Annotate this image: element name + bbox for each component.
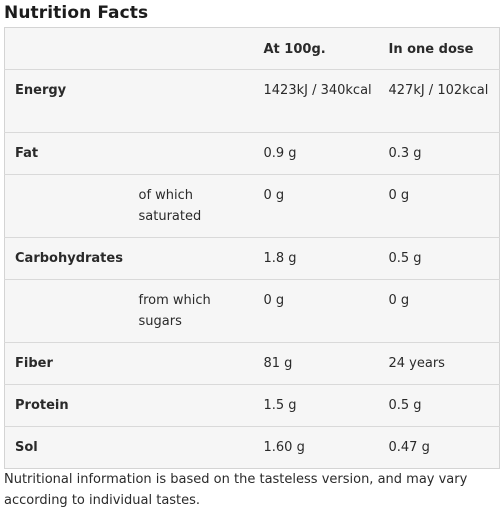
- value-per-dose: 427kJ / 102kcal: [378, 69, 500, 133]
- value-per-dose: 0.47 g: [378, 426, 500, 469]
- value-per-100g: 0.9 g: [253, 132, 379, 175]
- nutrient-name: Fiber: [4, 342, 129, 385]
- column-header-per-dose: In one dose: [388, 42, 474, 57]
- page-title: Nutrition Facts: [4, 3, 149, 23]
- header-empty-cell: [5, 28, 129, 70]
- table-row: Carbohydrates 1.8 g 0.5 g: [4, 237, 500, 280]
- nutrient-name: [4, 279, 129, 343]
- value-per-100g: 0 g: [253, 174, 379, 238]
- table-row: Fiber 81 g 24 years: [4, 342, 500, 385]
- table-row: Protein 1.5 g 0.5 g: [4, 384, 500, 427]
- nutrient-name: [4, 174, 129, 238]
- nutrient-subname: [128, 384, 254, 427]
- header-empty-cell: [129, 28, 254, 70]
- nutrient-name: Carbohydrates: [4, 237, 129, 280]
- nutrient-subname: [128, 426, 254, 469]
- table-row: Fat 0.9 g 0.3 g: [4, 132, 500, 175]
- value-per-100g: 1.5 g: [253, 384, 379, 427]
- nutrient-name: Fat: [4, 132, 129, 175]
- table-row: of which saturated 0 g 0 g: [4, 174, 500, 238]
- table-row: Sol 1.60 g 0.47 g: [4, 426, 500, 469]
- nutrient-subname: of which saturated: [128, 174, 254, 238]
- value-per-100g: 0 g: [253, 279, 379, 343]
- value-per-100g: 1.60 g: [253, 426, 379, 469]
- column-header-per-100g: At 100g.: [263, 42, 326, 57]
- value-per-dose: 0 g: [378, 174, 500, 238]
- value-per-dose: 0.3 g: [378, 132, 500, 175]
- value-per-dose: 24 years: [378, 342, 500, 385]
- nutrient-subname: [128, 69, 254, 133]
- value-per-dose: 0.5 g: [378, 384, 500, 427]
- footnote: Nutritional information is based on the …: [4, 472, 468, 508]
- nutrient-name: Energy: [4, 69, 129, 133]
- table-row: from which sugars 0 g 0 g: [4, 279, 500, 343]
- nutrition-table: At 100g. In one dose Energy 1423kJ / 340…: [4, 27, 500, 469]
- table-row: Energy 1423kJ / 340kcal 427kJ / 102kcal: [4, 69, 500, 133]
- value-per-dose: 0.5 g: [378, 237, 500, 280]
- nutrient-name: Sol: [4, 426, 129, 469]
- nutrient-subname: [128, 132, 254, 175]
- value-per-100g: 1423kJ / 340kcal: [253, 69, 379, 133]
- nutrient-subname: [128, 237, 254, 280]
- nutrient-subname: from which sugars: [128, 279, 254, 343]
- value-per-100g: 81 g: [253, 342, 379, 385]
- value-per-dose: 0 g: [378, 279, 500, 343]
- table-header-row: At 100g. In one dose: [5, 28, 500, 70]
- nutrient-name: Protein: [4, 384, 129, 427]
- value-per-100g: 1.8 g: [253, 237, 379, 280]
- nutrient-subname: [128, 342, 254, 385]
